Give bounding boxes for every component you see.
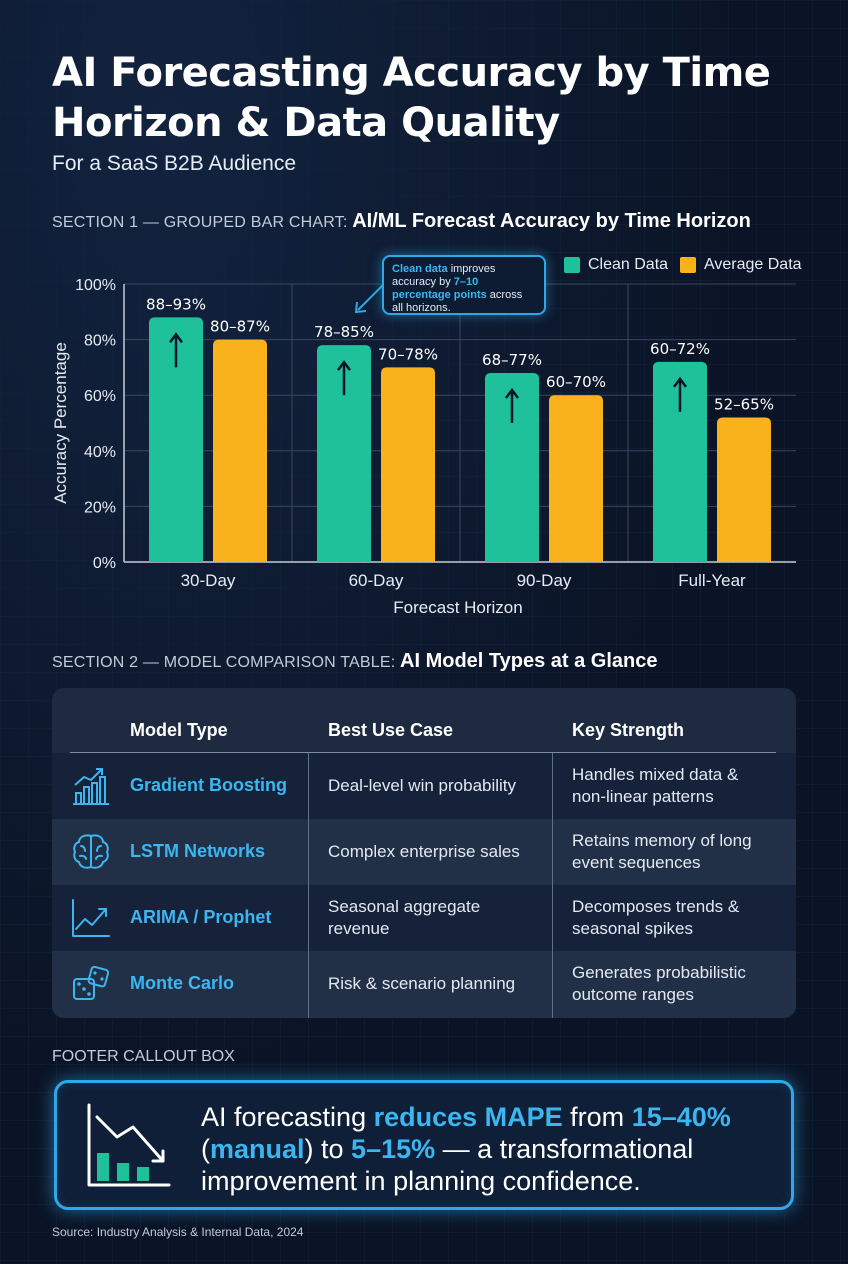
data-label: 60–70%	[546, 373, 606, 391]
table-header: Model Type Best Use Case Key Strength	[52, 688, 796, 752]
bar-average-data	[213, 339, 267, 562]
section1-heading: SECTION 1 — GROUPED BAR CHART: AI/ML For…	[52, 210, 751, 233]
legend-label-average: Average Data	[704, 256, 802, 273]
footer-text-4: ) to	[304, 1134, 352, 1164]
callout-highlight-1: Clean data	[392, 263, 448, 275]
header-model-type: Model Type	[130, 720, 228, 740]
bar-clean-data	[149, 317, 203, 562]
data-label: 80–87%	[210, 318, 270, 336]
bar-clean-data	[317, 345, 371, 562]
header-key-strength: Key Strength	[572, 720, 685, 740]
callout-text-2: across all horizons.	[392, 289, 523, 314]
section2-heading: SECTION 2 — MODEL COMPARISON TABLE: AI M…	[52, 650, 658, 673]
bar-average-data	[717, 417, 771, 562]
x-tick-label: Full-Year	[678, 571, 746, 590]
footer-text-1: AI forecasting	[201, 1102, 374, 1132]
callout-highlight-2: 7–10 percentage points	[392, 276, 487, 301]
bar-chart-growth-icon	[73, 768, 109, 805]
data-label: 70–78%	[378, 345, 438, 363]
strength-cell-line1: Handles mixed data &	[572, 765, 739, 784]
footer-highlight-manual: manual	[210, 1134, 305, 1164]
section2-prefix: SECTION 2 — MODEL COMPARISON TABLE:	[52, 654, 401, 671]
footer-label: FOOTER CALLOUT BOX	[52, 1048, 235, 1065]
header-divider	[70, 752, 776, 753]
x-axis-title: Forecast Horizon	[393, 598, 522, 617]
column-divider	[552, 753, 553, 1018]
y-tick-label: 60%	[84, 388, 116, 405]
footer-highlight-manual-range: 15–40%	[631, 1102, 731, 1132]
x-tick-label: 60-Day	[349, 571, 404, 590]
y-axis-title: Accuracy Percentage	[51, 342, 70, 504]
model-name: Monte Carlo	[130, 973, 235, 993]
y-tick-label: 0%	[93, 555, 116, 572]
table-row: Gradient Boosting Deal-level win probabi…	[52, 753, 796, 819]
x-tick-label: 30-Day	[181, 571, 236, 590]
use-case-cell: Deal-level win probability	[328, 776, 517, 795]
strength-cell-line2: seasonal spikes	[572, 919, 693, 938]
dice-icon	[73, 965, 110, 1000]
data-label: 52–65%	[714, 395, 774, 413]
section2-title: AI Model Types at a Glance	[400, 650, 658, 672]
footer-callout-box: AI forecasting reduces MAPE from 15–40% …	[54, 1080, 794, 1210]
use-case-cell: Risk & scenario planning	[328, 974, 516, 993]
footer-text-5: — a transformational improvement in plan…	[201, 1134, 694, 1196]
data-label: 60–72%	[650, 340, 710, 358]
table-row: ARIMA / Prophet Seasonal aggregate reven…	[52, 885, 796, 951]
table-row: LSTM Networks Complex enterprise sales R…	[52, 819, 796, 885]
bar-clean-data	[653, 361, 707, 562]
header-best-use-case: Best Use Case	[328, 720, 454, 740]
table-row: Monte Carlo Risk & scenario planning Gen…	[52, 951, 796, 1018]
source-note: Source: Industry Analysis & Internal Dat…	[52, 1225, 304, 1239]
up-arrow-head-icon	[505, 387, 519, 399]
legend-label-clean: Clean Data	[588, 256, 669, 273]
use-case-cell: Complex enterprise sales	[328, 842, 520, 861]
data-label: 88–93%	[146, 295, 206, 313]
data-label: 68–77%	[482, 351, 542, 369]
y-tick-label: 20%	[84, 499, 116, 516]
brain-icon	[73, 834, 109, 869]
callout-pointer-head	[354, 301, 367, 314]
strength-cell-line1: Generates probabilistic	[572, 963, 746, 982]
legend-swatch-average	[680, 257, 696, 273]
model-comparison-table: Model Type Best Use Case Key Strength Gr…	[52, 688, 796, 1018]
bar-average-data	[549, 395, 603, 562]
strength-cell-line2: event sequences	[572, 853, 701, 872]
bar-clean-data	[485, 372, 539, 562]
section1-title: AI/ML Forecast Accuracy by Time Horizon	[352, 210, 751, 232]
legend-item-average: Average Data	[680, 256, 802, 274]
up-arrow-head-icon	[169, 332, 183, 344]
up-arrow-head-icon	[673, 376, 687, 388]
declining-chart-icon	[87, 1103, 171, 1187]
model-name: Gradient Boosting	[130, 775, 287, 795]
strength-cell-line1: Decomposes trends &	[572, 897, 740, 916]
up-arrow-head-icon	[337, 360, 351, 371]
legend-swatch-clean	[564, 257, 580, 273]
model-name: LSTM Networks	[130, 841, 266, 861]
footer-text-3: (	[201, 1134, 210, 1164]
use-case-cell-line1: Seasonal aggregate	[328, 897, 481, 916]
clean-data-callout: Clean data improves accuracy by 7–10 per…	[382, 255, 546, 315]
strength-cell-line2: non-linear patterns	[572, 787, 714, 806]
page-subtitle: For a SaaS B2B Audience	[52, 152, 296, 175]
y-tick-label: 80%	[84, 333, 116, 350]
callout-text-1: improves accuracy by	[392, 263, 496, 288]
x-tick-label: 90-Day	[517, 571, 572, 590]
bar-average-data	[381, 367, 435, 562]
footer-highlight-ai-range: 5–15%	[351, 1134, 436, 1164]
model-name: ARIMA / Prophet	[130, 907, 272, 927]
strength-cell-line1: Retains memory of long	[572, 831, 752, 850]
page-title: AI Forecasting Accuracy by Time Horizon …	[52, 50, 771, 146]
legend-item-clean: Clean Data	[564, 256, 668, 274]
footer-statement: AI forecasting reduces MAPE from 15–40% …	[201, 1101, 781, 1197]
y-tick-label: 100%	[75, 277, 116, 294]
data-label: 78–85%	[314, 323, 374, 341]
column-divider	[308, 753, 309, 1018]
trend-line-icon	[72, 899, 110, 937]
footer-highlight-mape: reduces MAPE	[373, 1102, 563, 1132]
footer-text-2: from	[562, 1102, 632, 1132]
strength-cell-line2: outcome ranges	[572, 985, 694, 1004]
section1-prefix: SECTION 1 — GROUPED BAR CHART:	[52, 214, 353, 231]
use-case-cell-line2: revenue	[328, 919, 390, 938]
y-tick-label: 40%	[84, 444, 116, 461]
